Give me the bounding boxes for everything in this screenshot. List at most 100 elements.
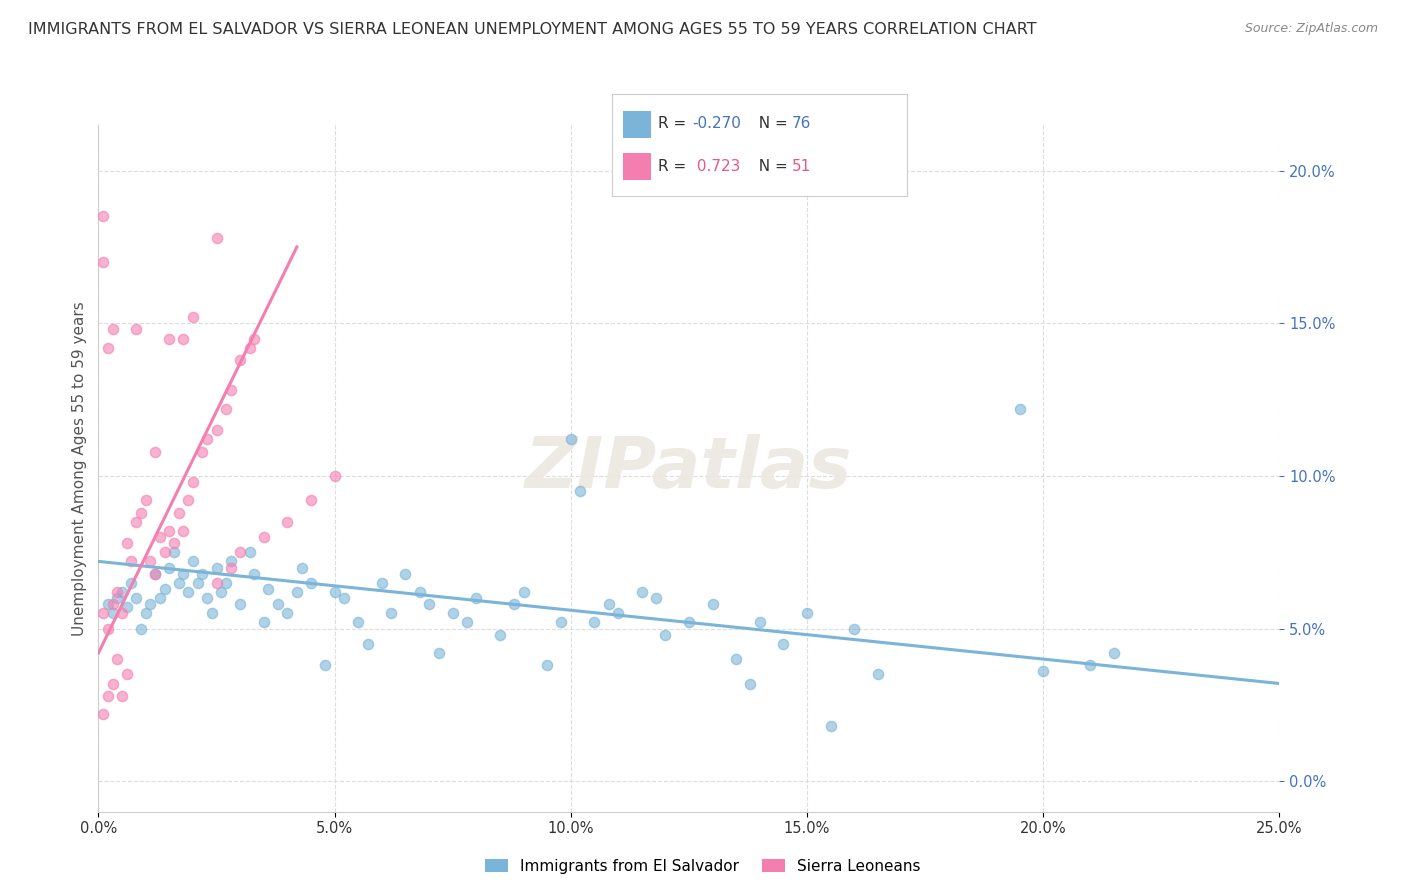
Point — [257, 582, 280, 596]
Point — [598, 597, 620, 611]
Point — [195, 591, 218, 605]
Text: N =: N = — [749, 116, 793, 130]
Point — [253, 615, 276, 630]
Point — [115, 536, 138, 550]
Point — [347, 615, 370, 630]
Point — [143, 566, 166, 581]
Point — [276, 607, 298, 621]
Point — [101, 607, 124, 621]
Y-axis label: Unemployment Among Ages 55 to 59 years: Unemployment Among Ages 55 to 59 years — [72, 301, 87, 636]
Text: ZIPatlas: ZIPatlas — [526, 434, 852, 503]
Point — [866, 667, 889, 681]
Text: R =: R = — [658, 116, 692, 130]
Point — [844, 622, 866, 636]
Point — [441, 607, 464, 621]
Point — [105, 585, 128, 599]
Point — [191, 444, 214, 458]
Point — [187, 575, 209, 590]
Point — [644, 591, 666, 605]
Point — [115, 600, 138, 615]
Point — [205, 423, 228, 437]
Point — [195, 432, 218, 446]
Point — [456, 615, 478, 630]
Point — [157, 332, 180, 346]
Point — [219, 384, 242, 398]
Point — [91, 255, 114, 269]
Point — [101, 676, 124, 690]
Point — [239, 341, 262, 355]
Point — [290, 560, 312, 574]
Point — [243, 332, 266, 346]
Text: IMMIGRANTS FROM EL SALVADOR VS SIERRA LEONEAN UNEMPLOYMENT AMONG AGES 55 TO 59 Y: IMMIGRANTS FROM EL SALVADOR VS SIERRA LE… — [28, 22, 1036, 37]
Point — [149, 530, 172, 544]
Point — [115, 667, 138, 681]
Point — [394, 566, 416, 581]
Point — [105, 652, 128, 666]
Text: N =: N = — [749, 160, 793, 174]
Point — [1032, 665, 1054, 679]
Point — [111, 585, 134, 599]
Point — [135, 493, 157, 508]
Point — [299, 575, 322, 590]
Point — [111, 689, 134, 703]
Point — [91, 607, 114, 621]
Point — [167, 506, 190, 520]
Point — [333, 591, 356, 605]
Point — [740, 676, 762, 690]
Point — [139, 597, 162, 611]
Point — [205, 560, 228, 574]
Point — [583, 615, 606, 630]
Text: R =: R = — [658, 160, 692, 174]
Point — [796, 607, 818, 621]
Point — [536, 658, 558, 673]
Point — [569, 484, 592, 499]
Point — [550, 615, 572, 630]
Point — [253, 530, 276, 544]
Point — [1080, 658, 1102, 673]
Point — [91, 706, 114, 721]
Text: 76: 76 — [792, 116, 811, 130]
Point — [314, 658, 336, 673]
Point — [121, 554, 143, 568]
Point — [427, 646, 450, 660]
Point — [205, 575, 228, 590]
Point — [820, 719, 842, 733]
Point — [143, 444, 166, 458]
Point — [215, 575, 238, 590]
Point — [125, 591, 148, 605]
Point — [157, 524, 180, 538]
Point — [205, 231, 228, 245]
Point — [725, 652, 748, 666]
Text: 51: 51 — [792, 160, 811, 174]
Point — [163, 545, 186, 559]
Point — [408, 585, 430, 599]
Point — [772, 637, 794, 651]
Point — [129, 506, 152, 520]
Point — [243, 566, 266, 581]
Point — [678, 615, 700, 630]
Point — [748, 615, 770, 630]
Legend: Immigrants from El Salvador, Sierra Leoneans: Immigrants from El Salvador, Sierra Leon… — [479, 853, 927, 880]
Point — [101, 597, 124, 611]
Point — [143, 566, 166, 581]
Point — [121, 575, 143, 590]
Point — [125, 322, 148, 336]
Point — [181, 310, 204, 325]
Point — [97, 622, 120, 636]
Point — [172, 566, 194, 581]
Point — [97, 341, 120, 355]
Point — [285, 585, 308, 599]
Point — [215, 401, 238, 416]
Point — [163, 536, 186, 550]
Point — [357, 637, 380, 651]
Point — [177, 493, 200, 508]
Point — [371, 575, 394, 590]
Point — [323, 469, 346, 483]
Point — [219, 554, 242, 568]
Point — [129, 622, 152, 636]
Point — [654, 628, 676, 642]
Point — [172, 332, 194, 346]
Point — [181, 475, 204, 489]
Point — [139, 554, 162, 568]
Point — [97, 689, 120, 703]
